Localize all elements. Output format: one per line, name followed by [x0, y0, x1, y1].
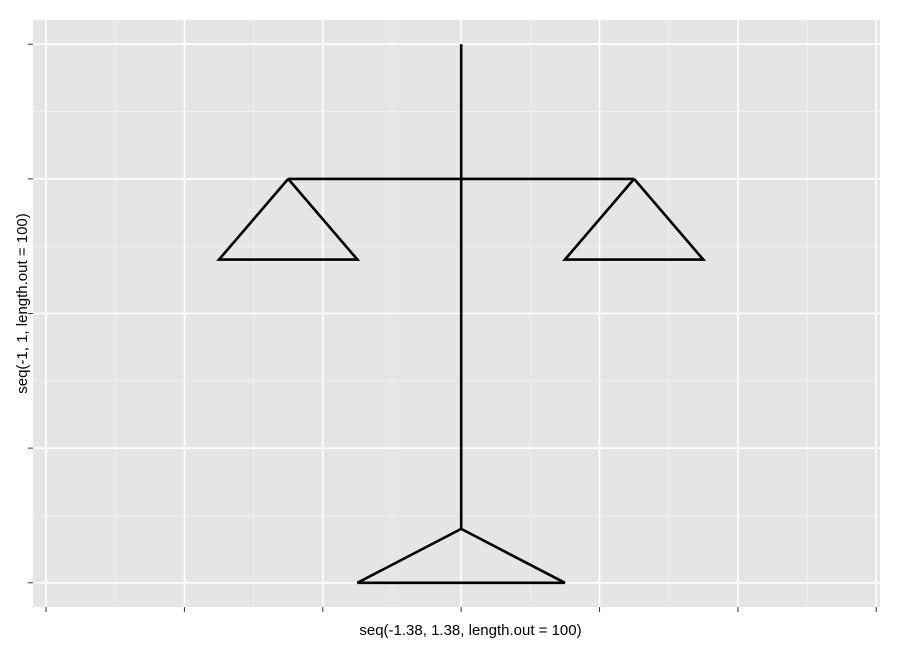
x-axis-label: seq(-1.38, 1.38, length.out = 100): [359, 622, 581, 639]
axis-ticks: [28, 43, 877, 612]
series-line: [562, 178, 707, 261]
y-axis-label: seq(-1, 1, length.out = 100): [14, 213, 31, 394]
series-layer: [216, 44, 707, 585]
series-line: [356, 527, 566, 585]
series-line: [216, 178, 361, 261]
